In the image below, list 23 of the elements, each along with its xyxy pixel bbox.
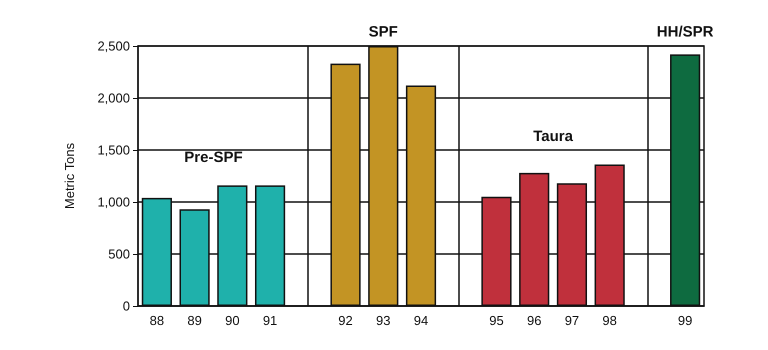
series-label: Pre-SPF [184,148,243,166]
series-label: Taura [533,128,574,146]
y-tick-label: 0 [122,298,130,314]
y-tick-label: 500 [108,246,130,262]
x-tick-label: 97 [564,313,580,328]
y-tick-label: 1,500 [97,142,130,158]
x-tick-label: 89 [187,313,202,328]
x-tick-label: 98 [602,313,617,328]
x-tick-label: 92 [338,313,353,328]
x-tick-label: 94 [414,313,428,328]
x-tick-label: 90 [225,313,240,328]
series-label: SPF [368,24,398,40]
x-tick-label: 96 [526,313,542,328]
x-tick-label: 88 [150,313,164,328]
y-tick-label: 1,000 [97,194,130,210]
series-label: HH/SPR [656,24,714,40]
y-tick-label: 2,500 [97,38,130,54]
x-tick-label: 93 [376,313,390,328]
y-tick-label: 2,000 [97,90,130,106]
x-tick-label: 95 [489,313,504,328]
y-axis-title: Metric Tons [62,142,77,210]
x-tick-label: 99 [678,313,692,328]
x-tick-label: 91 [262,313,278,328]
